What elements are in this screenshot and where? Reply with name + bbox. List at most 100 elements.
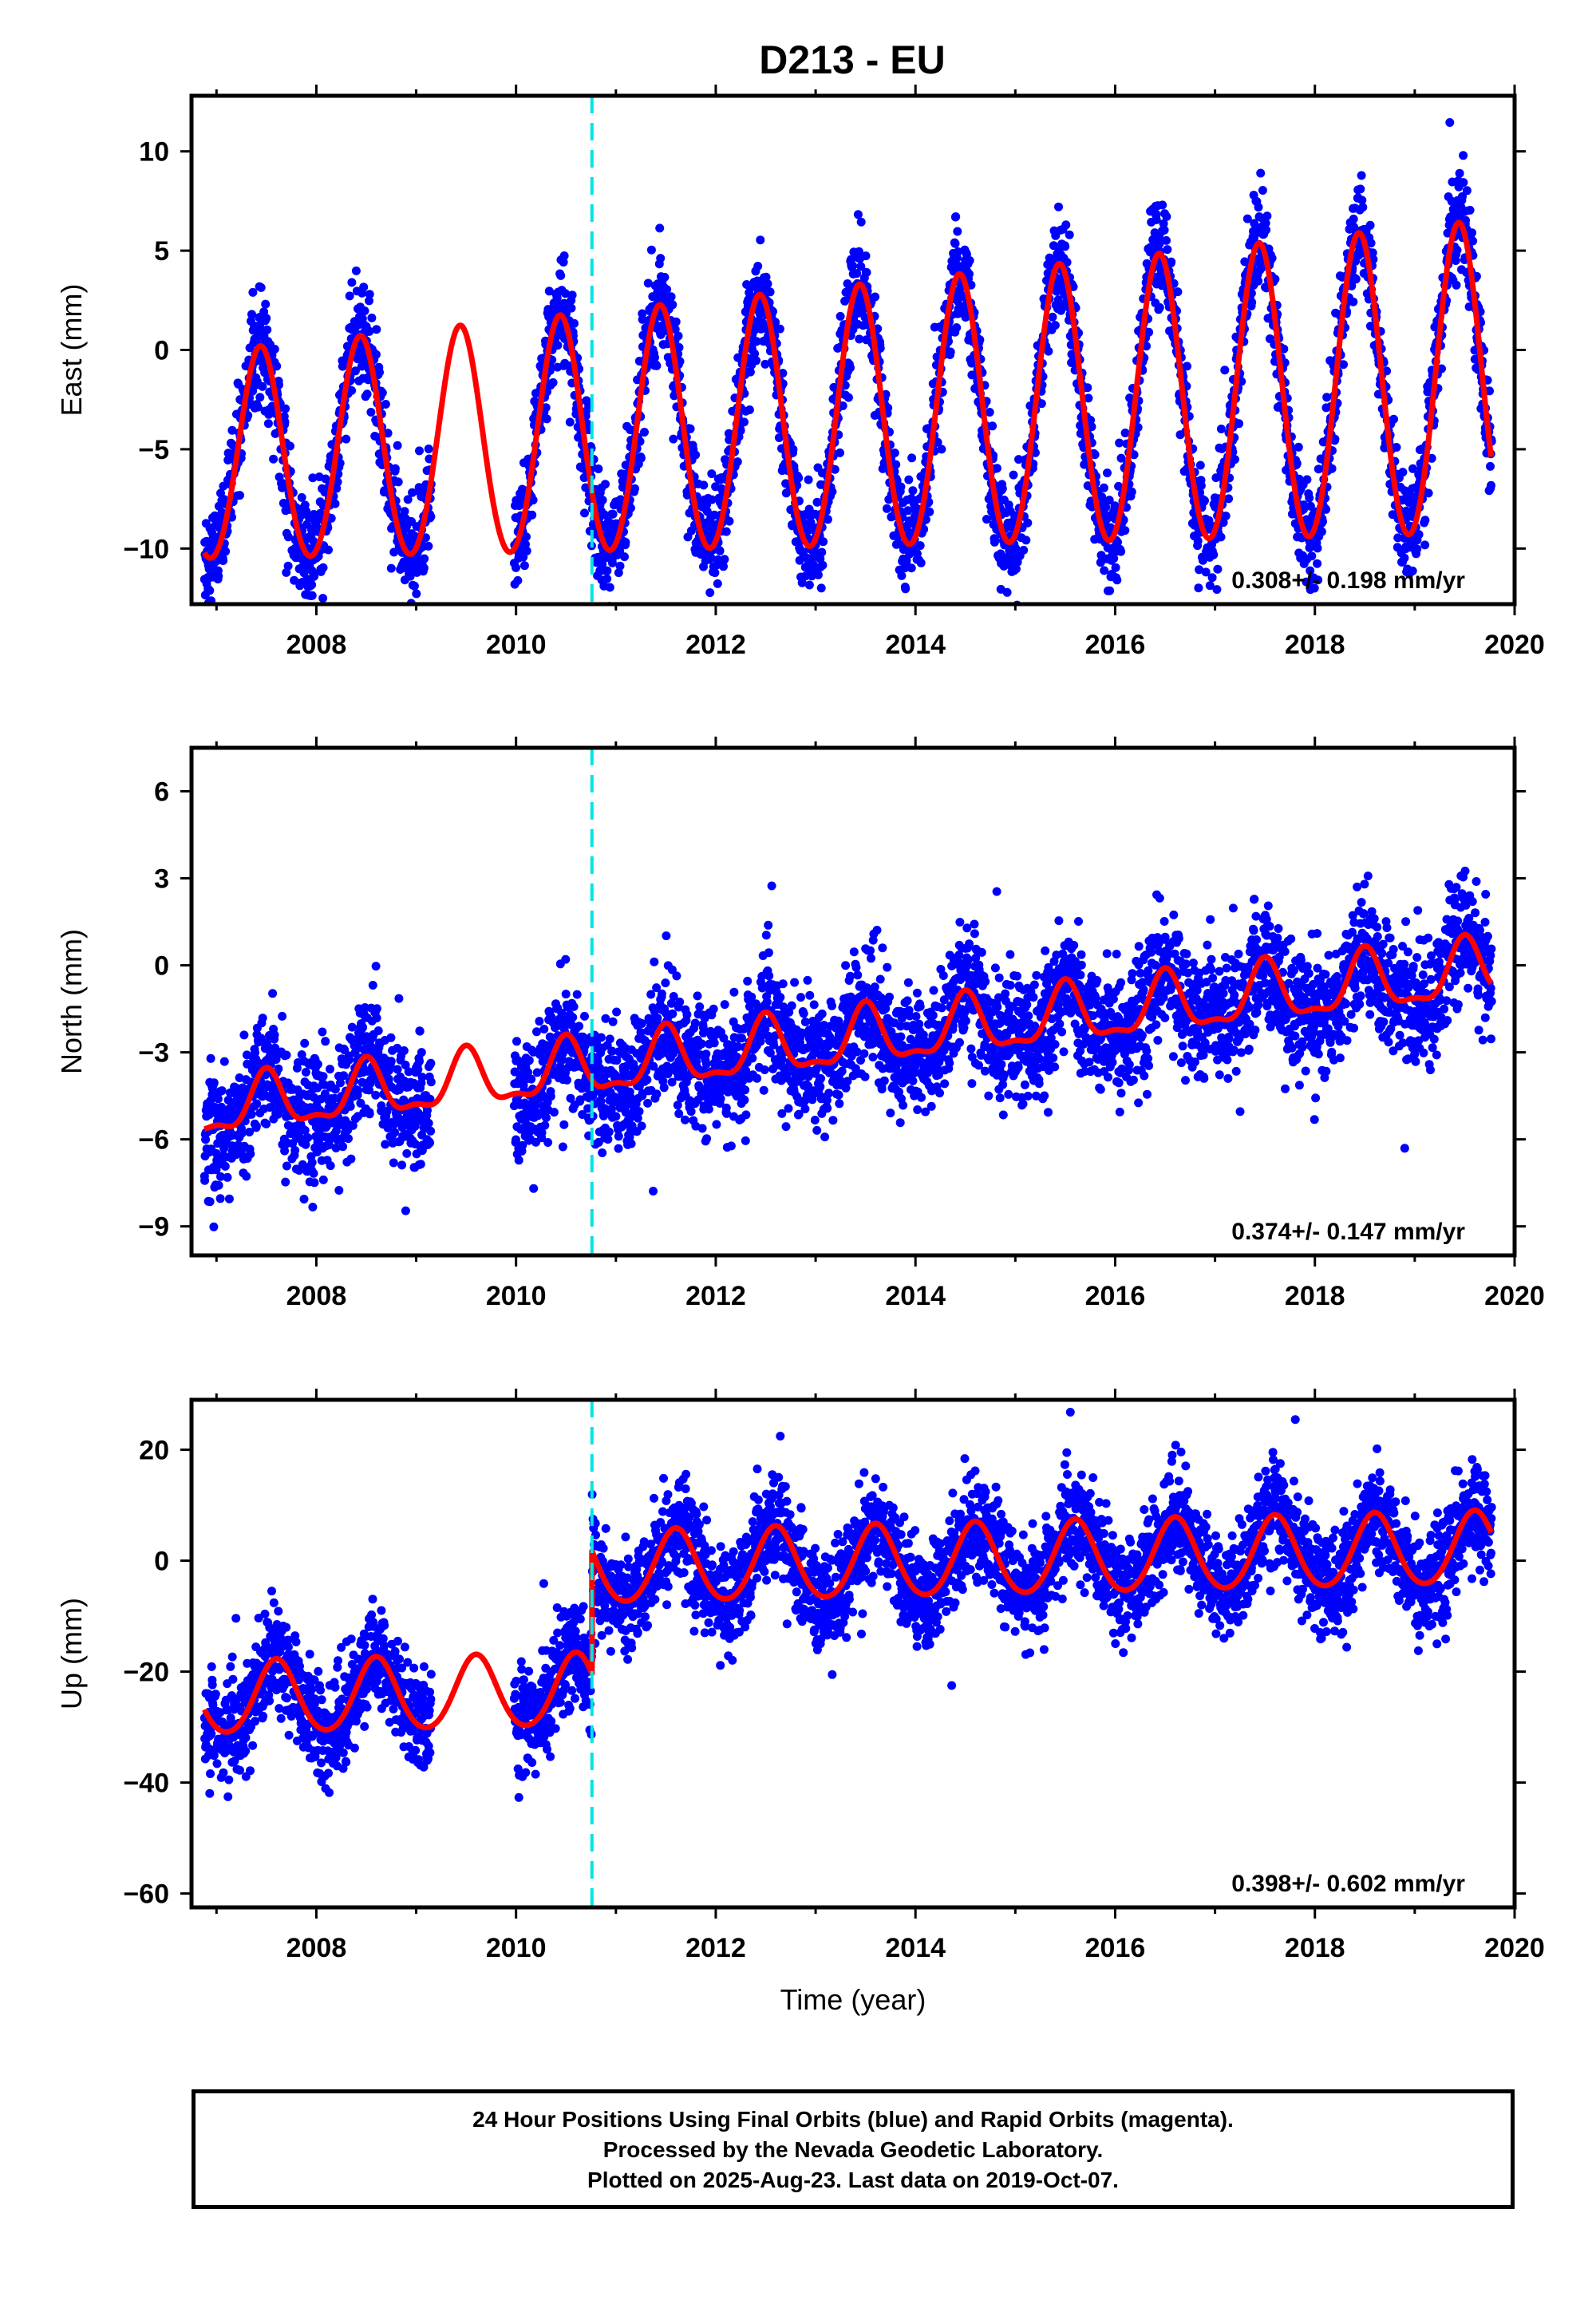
data-point [626, 504, 635, 513]
data-point [394, 994, 404, 1003]
data-point [1468, 236, 1478, 246]
data-point [620, 552, 629, 562]
data-point [512, 1037, 521, 1046]
data-point [804, 580, 814, 590]
data-point [1459, 178, 1468, 188]
data-point [763, 279, 772, 289]
data-point [1262, 225, 1271, 235]
data-point [313, 1060, 322, 1069]
x-tick-label: 2014 [885, 630, 946, 660]
data-point [778, 369, 788, 378]
data-point [365, 290, 374, 299]
data-point [375, 368, 384, 377]
data-point [409, 581, 419, 591]
data-point [275, 380, 283, 389]
data-point [1356, 184, 1365, 194]
data-point [308, 473, 318, 483]
data-point [522, 546, 531, 555]
data-point [278, 1011, 287, 1021]
data-point [405, 571, 415, 581]
data-point [861, 251, 871, 261]
data-point [598, 496, 607, 505]
data-point [1452, 245, 1462, 255]
data-point [771, 318, 780, 327]
data-point [640, 428, 649, 437]
data-point [519, 561, 529, 571]
data-point [685, 424, 695, 433]
plot-area [200, 96, 1496, 626]
data-point [819, 537, 828, 547]
data-point [853, 210, 863, 219]
data-point [424, 1118, 433, 1128]
data-point [662, 285, 672, 294]
data-point [1351, 275, 1361, 284]
data-point [261, 299, 271, 309]
data-point [965, 269, 974, 279]
data-point [1392, 443, 1401, 452]
data-point [567, 303, 576, 313]
data-point [1400, 553, 1409, 563]
data-point [1220, 366, 1230, 375]
data-point [950, 239, 960, 248]
data-point [1307, 551, 1317, 561]
data-point [393, 1065, 402, 1074]
data-point [350, 366, 360, 376]
data-point [307, 580, 317, 590]
data-point [817, 547, 827, 557]
data-point [365, 296, 373, 306]
data-point [1459, 151, 1468, 160]
data-point [214, 1180, 223, 1190]
data-point [220, 1161, 230, 1171]
data-point [1256, 168, 1266, 178]
data-point [553, 341, 563, 350]
data-point [324, 545, 333, 555]
data-point [393, 477, 403, 487]
data-point [565, 417, 575, 427]
data-point [256, 283, 266, 292]
data-point [630, 484, 639, 493]
data-point [602, 566, 612, 575]
data-point [260, 368, 270, 377]
data-point [252, 1099, 262, 1109]
data-point [1398, 468, 1408, 477]
data-point [307, 1158, 317, 1168]
data-point [1468, 228, 1476, 238]
data-point [344, 1134, 353, 1144]
data-point [745, 405, 754, 414]
data-point [400, 507, 409, 516]
data-point [1213, 564, 1223, 574]
data-point [848, 261, 858, 271]
data-point [1002, 587, 1012, 597]
data-point [420, 554, 429, 563]
data-point [1023, 518, 1033, 528]
data-point [758, 318, 767, 327]
data-point [581, 483, 591, 492]
data-point [1209, 550, 1219, 559]
data-point [200, 1176, 210, 1185]
data-point [247, 310, 256, 319]
data-point [290, 1146, 300, 1155]
data-point [843, 393, 853, 402]
data-point [282, 1050, 291, 1060]
data-point [310, 1178, 319, 1188]
data-point [836, 448, 844, 457]
data-point [359, 283, 369, 292]
data-point [342, 434, 351, 444]
data-point [1054, 202, 1063, 211]
final-orbits-series [200, 866, 1496, 1231]
x-tick-label: 2020 [1484, 630, 1545, 660]
data-point [381, 1140, 390, 1149]
data-point [1163, 245, 1172, 255]
data-point [720, 555, 729, 564]
data-point [347, 385, 357, 395]
data-point [890, 449, 899, 457]
data-point [794, 473, 804, 483]
data-point [270, 1030, 279, 1040]
data-point [1254, 203, 1263, 212]
plot-area [200, 748, 1496, 1255]
data-point [601, 618, 610, 626]
data-point [309, 1168, 318, 1178]
data-point [205, 1197, 215, 1207]
data-point [812, 497, 822, 507]
